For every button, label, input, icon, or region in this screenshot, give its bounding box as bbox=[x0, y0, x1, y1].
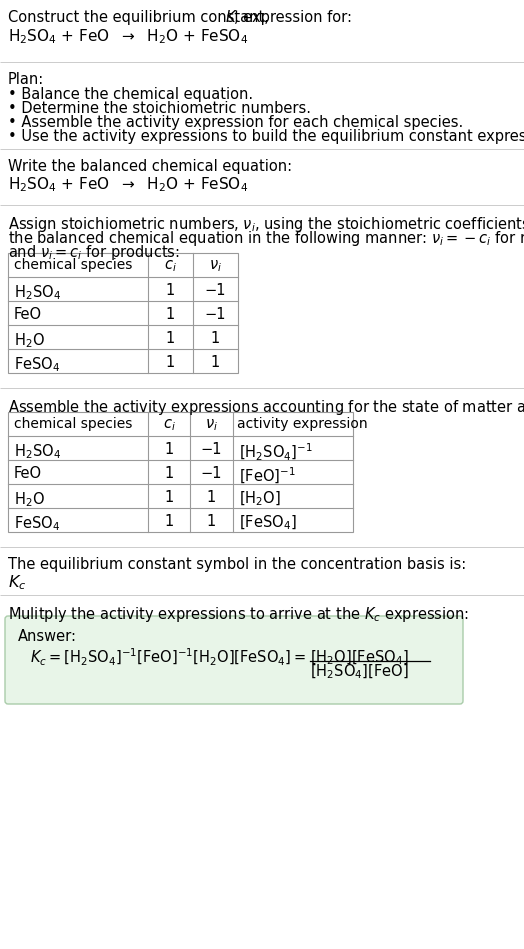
Text: $K_c$: $K_c$ bbox=[8, 573, 26, 591]
Text: 1: 1 bbox=[166, 307, 174, 322]
Text: $[\mathregular{FeSO_4}]$: $[\mathregular{FeSO_4}]$ bbox=[239, 514, 297, 532]
Text: −1: −1 bbox=[200, 442, 222, 457]
Text: $[\mathregular{FeO}]^{-1}$: $[\mathregular{FeO}]^{-1}$ bbox=[239, 466, 296, 486]
Text: 1: 1 bbox=[206, 490, 215, 505]
Text: • Assemble the activity expression for each chemical species.: • Assemble the activity expression for e… bbox=[8, 115, 463, 130]
Text: $[\mathregular{H_2O}]$: $[\mathregular{H_2O}]$ bbox=[239, 490, 281, 509]
Text: $\mathregular{H_2O}$: $\mathregular{H_2O}$ bbox=[14, 490, 45, 509]
Text: $\nu_i$: $\nu_i$ bbox=[204, 417, 217, 433]
Text: 1: 1 bbox=[210, 331, 220, 346]
Text: $[\mathregular{H_2SO_4}]^{-1}$: $[\mathregular{H_2SO_4}]^{-1}$ bbox=[239, 442, 313, 463]
Text: 1: 1 bbox=[206, 514, 215, 529]
Text: 1: 1 bbox=[166, 283, 174, 298]
Text: The equilibrium constant symbol in the concentration basis is:: The equilibrium constant symbol in the c… bbox=[8, 557, 466, 572]
Bar bbox=[8, 412, 353, 532]
Text: 1: 1 bbox=[210, 355, 220, 370]
Text: • Determine the stoichiometric numbers.: • Determine the stoichiometric numbers. bbox=[8, 101, 311, 116]
Text: Write the balanced chemical equation:: Write the balanced chemical equation: bbox=[8, 159, 292, 174]
Text: $c_i$: $c_i$ bbox=[162, 417, 176, 433]
Text: • Use the activity expressions to build the equilibrium constant expression.: • Use the activity expressions to build … bbox=[8, 129, 524, 144]
Text: $\mathregular{H_2O}$: $\mathregular{H_2O}$ bbox=[14, 331, 45, 349]
Text: $\mathregular{FeSO_4}$: $\mathregular{FeSO_4}$ bbox=[14, 355, 60, 374]
Text: $\mathregular{H_2SO_4}$ + FeO  $\rightarrow$  $\mathregular{H_2O}$ + $\mathregul: $\mathregular{H_2SO_4}$ + FeO $\rightarr… bbox=[8, 175, 248, 194]
Text: $\nu_i$: $\nu_i$ bbox=[209, 258, 222, 273]
Text: 1: 1 bbox=[165, 466, 173, 481]
Text: −1: −1 bbox=[204, 307, 226, 322]
Text: $\mathregular{H_2SO_4}$: $\mathregular{H_2SO_4}$ bbox=[14, 442, 61, 460]
Text: $K_c = [\mathregular{H_2SO_4}]^{-1}[\mathregular{FeO}]^{-1}[\mathregular{H_2O}][: $K_c = [\mathregular{H_2SO_4}]^{-1}[\mat… bbox=[30, 647, 306, 668]
Text: K: K bbox=[226, 10, 236, 25]
Text: Construct the equilibrium constant,: Construct the equilibrium constant, bbox=[8, 10, 274, 25]
Text: chemical species: chemical species bbox=[14, 417, 133, 431]
Text: activity expression: activity expression bbox=[237, 417, 368, 431]
FancyBboxPatch shape bbox=[5, 616, 463, 704]
Text: FeO: FeO bbox=[14, 307, 42, 322]
Text: the balanced chemical equation in the following manner: $\nu_i = -c_i$ for react: the balanced chemical equation in the fo… bbox=[8, 229, 524, 248]
Text: $[\mathregular{H_2SO_4}][\mathregular{FeO}]$: $[\mathregular{H_2SO_4}][\mathregular{Fe… bbox=[310, 663, 409, 681]
Text: 1: 1 bbox=[166, 355, 174, 370]
Text: Assemble the activity expressions accounting for the state of matter and $\nu_i$: Assemble the activity expressions accoun… bbox=[8, 398, 524, 417]
Text: chemical species: chemical species bbox=[14, 258, 133, 272]
Text: Assign stoichiometric numbers, $\nu_i$, using the stoichiometric coefficients, $: Assign stoichiometric numbers, $\nu_i$, … bbox=[8, 215, 524, 234]
Text: $\mathregular{H_2SO_4}$: $\mathregular{H_2SO_4}$ bbox=[14, 283, 61, 302]
Text: −1: −1 bbox=[200, 466, 222, 481]
Text: Answer:: Answer: bbox=[18, 629, 77, 644]
Text: • Balance the chemical equation.: • Balance the chemical equation. bbox=[8, 87, 253, 102]
Text: 1: 1 bbox=[165, 442, 173, 457]
Text: Plan:: Plan: bbox=[8, 72, 44, 87]
Text: $c_i$: $c_i$ bbox=[163, 258, 177, 273]
Text: $[\mathregular{H_2O}][\mathregular{FeSO_4}]$: $[\mathregular{H_2O}][\mathregular{FeSO_… bbox=[310, 649, 409, 667]
Text: FeO: FeO bbox=[14, 466, 42, 481]
Text: $\mathregular{H_2SO_4}$ + FeO  $\rightarrow$  $\mathregular{H_2O}$ + $\mathregul: $\mathregular{H_2SO_4}$ + FeO $\rightarr… bbox=[8, 27, 248, 46]
Text: 1: 1 bbox=[166, 331, 174, 346]
Text: $\mathregular{FeSO_4}$: $\mathregular{FeSO_4}$ bbox=[14, 514, 60, 532]
Text: 1: 1 bbox=[165, 514, 173, 529]
Text: , expression for:: , expression for: bbox=[234, 10, 352, 25]
Bar bbox=[8, 253, 238, 373]
Text: 1: 1 bbox=[165, 490, 173, 505]
Text: −1: −1 bbox=[204, 283, 226, 298]
Text: Mulitply the activity expressions to arrive at the $K_c$ expression:: Mulitply the activity expressions to arr… bbox=[8, 605, 469, 624]
Text: and $\nu_i = c_i$ for products:: and $\nu_i = c_i$ for products: bbox=[8, 243, 180, 262]
